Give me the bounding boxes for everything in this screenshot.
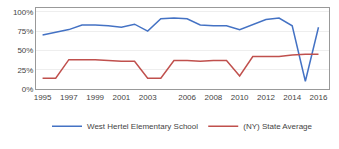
svg-text:1999: 1999: [86, 93, 104, 102]
svg-text:0%: 0%: [22, 85, 34, 94]
svg-text:2010: 2010: [231, 93, 249, 102]
svg-text:2012: 2012: [257, 93, 275, 102]
svg-text:2003: 2003: [139, 93, 157, 102]
svg-text:25%: 25%: [17, 66, 33, 75]
svg-text:2008: 2008: [204, 93, 222, 102]
svg-text:50%: 50%: [17, 46, 33, 55]
svg-text:1997: 1997: [60, 93, 78, 102]
svg-text:2014: 2014: [283, 93, 301, 102]
svg-text:1995: 1995: [34, 93, 52, 102]
svg-text:100%: 100%: [13, 8, 33, 17]
svg-text:75%: 75%: [17, 27, 33, 36]
svg-text:2016: 2016: [310, 93, 328, 102]
svg-text:(NY) State Average: (NY) State Average: [243, 122, 312, 131]
svg-text:2006: 2006: [178, 93, 196, 102]
svg-text:2001: 2001: [113, 93, 131, 102]
svg-text:West Hertel Elementary School: West Hertel Elementary School: [87, 122, 198, 131]
